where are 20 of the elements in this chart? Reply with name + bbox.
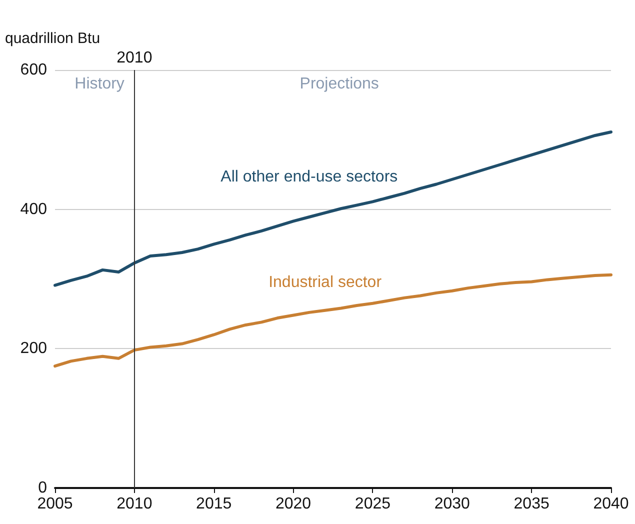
y-tick-label: 0 bbox=[38, 480, 48, 496]
y-tick-label: 200 bbox=[20, 340, 48, 358]
x-tick-label: 2030 bbox=[434, 496, 470, 512]
y-axis-title: quadrillion Btu bbox=[5, 30, 100, 47]
line-series bbox=[54, 273, 612, 368]
x-tick-label: 2015 bbox=[196, 496, 232, 512]
x-tick-label: 2020 bbox=[275, 496, 312, 512]
ref-line-label: 2010 bbox=[116, 50, 152, 66]
series-label: Industrial sector bbox=[268, 274, 382, 291]
x-tick-label: 2040 bbox=[593, 496, 629, 512]
x-tick-label: 2025 bbox=[354, 496, 391, 512]
line-series bbox=[54, 130, 612, 287]
series-label: All other end-use sectors bbox=[220, 168, 398, 186]
annotation: Projections bbox=[300, 76, 379, 92]
x-tick-label: 2010 bbox=[116, 496, 152, 512]
x-tick-label: 2035 bbox=[514, 496, 550, 512]
annotation: History bbox=[74, 76, 124, 92]
x-tick-label: 2005 bbox=[37, 496, 73, 512]
y-tick-label: 600 bbox=[20, 62, 48, 78]
y-tick-label: 400 bbox=[20, 200, 48, 218]
